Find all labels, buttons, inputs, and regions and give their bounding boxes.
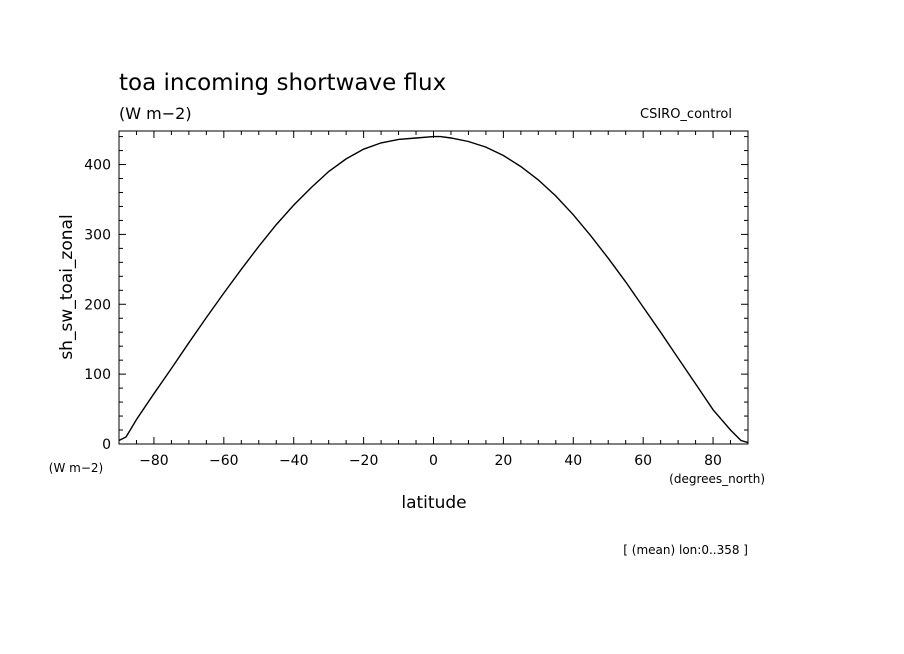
x-tick-label: −80	[139, 453, 169, 469]
x-tick-label: −40	[279, 453, 309, 469]
y-axis: 0 100 200 300 400	[84, 136, 748, 453]
y-tick-label: 300	[84, 227, 111, 243]
x-axis-label: latitude	[401, 493, 466, 513]
series-line	[118, 135, 749, 444]
footnote: [ (mean) lon:0..358 ]	[623, 543, 748, 557]
plot-frame	[118, 130, 749, 445]
x-axis: −80 −60 −40 −20 0 20 40 60 80	[118, 131, 749, 469]
x-units-label: (degrees_north)	[669, 472, 765, 486]
x-tick-label: 60	[634, 453, 652, 469]
chart-title: toa incoming shortwave flux	[119, 70, 446, 96]
x-tick-label: −60	[209, 453, 239, 469]
x-tick-label: 0	[429, 453, 438, 469]
y-units-label: (W m−2)	[49, 461, 103, 475]
x-tick-label: 80	[704, 453, 722, 469]
x-tick-label: 20	[494, 453, 512, 469]
y-tick-label: 100	[84, 367, 111, 383]
x-tick-label: 40	[564, 453, 582, 469]
y-tick-label: 0	[102, 437, 111, 453]
y-axis-label: sh_sw_toai_zonal	[57, 214, 77, 359]
chart-subtitle: (W m−2)	[119, 104, 192, 123]
y-tick-label: 400	[84, 158, 111, 174]
y-tick-label: 200	[84, 297, 111, 313]
x-tick-label: −20	[349, 453, 379, 469]
run-label: CSIRO_control	[640, 107, 732, 122]
